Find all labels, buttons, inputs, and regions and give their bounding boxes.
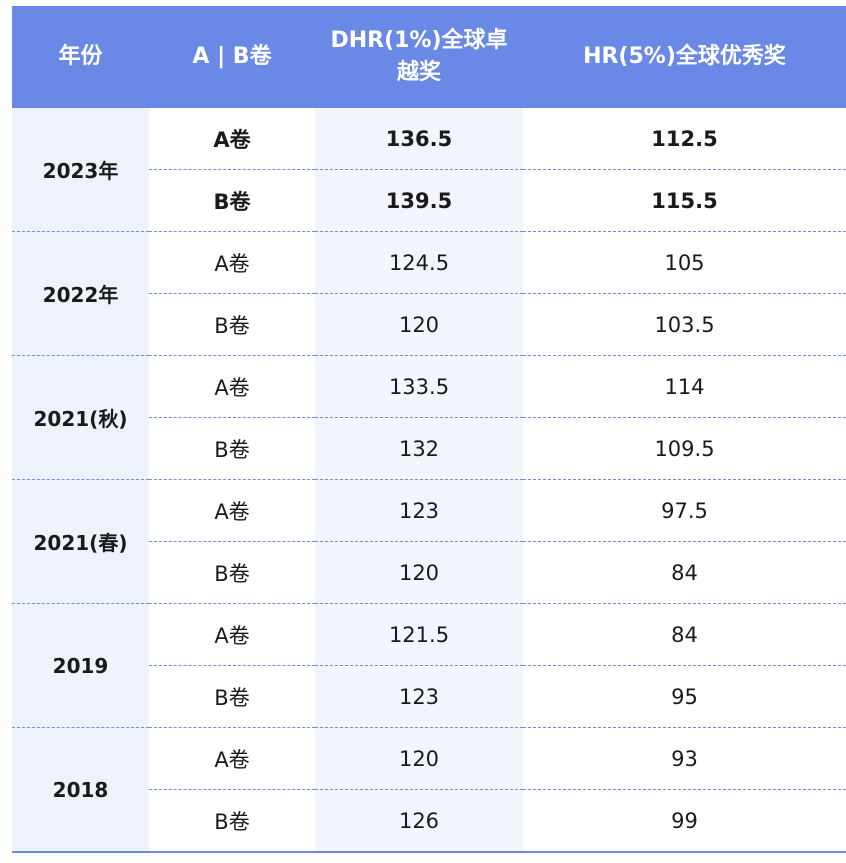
- header-hr: HR(5%)全球优秀奖: [523, 6, 846, 108]
- paper-cell: B卷: [149, 665, 315, 728]
- dhr-score-cell: 139.5: [315, 169, 523, 232]
- dhr-score-cell: 120: [315, 541, 523, 604]
- table-body: 2023年 A卷 136.5 112.5 B卷 139.5 115.5 2022年 A卷 124.…: [12, 108, 846, 851]
- dhr-score-cell: 121.5: [315, 603, 523, 666]
- year-cell: 2022年: [12, 231, 149, 356]
- hr-score-cell: 84: [523, 541, 846, 604]
- paper-cell: A卷: [149, 355, 315, 418]
- dhr-score-cell: 120: [315, 293, 523, 356]
- dhr-score-cell: 120: [315, 727, 523, 790]
- paper-cell: B卷: [149, 541, 315, 604]
- year-cell: 2023年: [12, 108, 149, 232]
- table-row: B卷 123 95: [12, 665, 846, 728]
- table-row: B卷 126 99: [12, 789, 846, 851]
- hr-score-cell: 93: [523, 727, 846, 790]
- table-row: 2021(春) A卷 123 97.5: [12, 479, 846, 604]
- dhr-score-cell: 126: [315, 789, 523, 851]
- hr-score-cell: 95: [523, 665, 846, 728]
- hr-score-cell: 115.5: [523, 169, 846, 232]
- header-dhr: DHR(1%)全球卓越奖: [315, 6, 523, 108]
- hr-score-cell: 84: [523, 603, 846, 666]
- header-row: 年份 A | B卷 DHR(1%)全球卓越奖 HR(5%)全球优秀奖: [12, 6, 846, 108]
- hr-score-cell: 97.5: [523, 479, 846, 542]
- table-row: 2022年 A卷 124.5 105: [12, 231, 846, 356]
- paper-cell: A卷: [149, 231, 315, 294]
- dhr-score-cell: 123: [315, 479, 523, 542]
- paper-cell: A卷: [149, 479, 315, 542]
- dhr-score-cell: 123: [315, 665, 523, 728]
- table-row: 2018 A卷 120 93: [12, 727, 846, 851]
- table-row: B卷 120 84: [12, 541, 846, 604]
- table-row: B卷 120 103.5: [12, 293, 846, 356]
- hr-score-cell: 114: [523, 355, 846, 418]
- year-cell: 2021(秋): [12, 355, 149, 480]
- year-cell: 2018: [12, 727, 149, 851]
- dhr-score-cell: 132: [315, 417, 523, 480]
- dhr-score-cell: 124.5: [315, 231, 523, 294]
- paper-cell: A卷: [149, 727, 315, 790]
- table-row: 2023年 A卷 136.5 112.5: [12, 108, 846, 232]
- dhr-score-cell: 136.5: [315, 108, 523, 170]
- table-row: 2019 A卷 121.5 84: [12, 603, 846, 728]
- paper-cell: B卷: [149, 417, 315, 480]
- hr-score-cell: 99: [523, 789, 846, 851]
- dhr-score-cell: 133.5: [315, 355, 523, 418]
- table-bottom-border: [12, 851, 846, 853]
- score-table: 年份 A | B卷 DHR(1%)全球卓越奖 HR(5%)全球优秀奖 2023年…: [12, 6, 846, 851]
- header-paper: A | B卷: [149, 6, 315, 108]
- paper-cell: B卷: [149, 789, 315, 851]
- score-table-wrapper: 年份 A | B卷 DHR(1%)全球卓越奖 HR(5%)全球优秀奖 2023年…: [12, 6, 846, 851]
- paper-cell: B卷: [149, 293, 315, 356]
- table-row: B卷 132 109.5: [12, 417, 846, 480]
- paper-cell: B卷: [149, 169, 315, 232]
- hr-score-cell: 103.5: [523, 293, 846, 356]
- header-year: 年份: [12, 6, 149, 108]
- table-row: B卷 139.5 115.5: [12, 169, 846, 232]
- year-cell: 2019: [12, 603, 149, 728]
- hr-score-cell: 105: [523, 231, 846, 294]
- hr-score-cell: 112.5: [523, 108, 846, 170]
- paper-cell: A卷: [149, 603, 315, 666]
- hr-score-cell: 109.5: [523, 417, 846, 480]
- year-cell: 2021(春): [12, 479, 149, 604]
- table-row: 2021(秋) A卷 133.5 114: [12, 355, 846, 480]
- paper-cell: A卷: [149, 108, 315, 170]
